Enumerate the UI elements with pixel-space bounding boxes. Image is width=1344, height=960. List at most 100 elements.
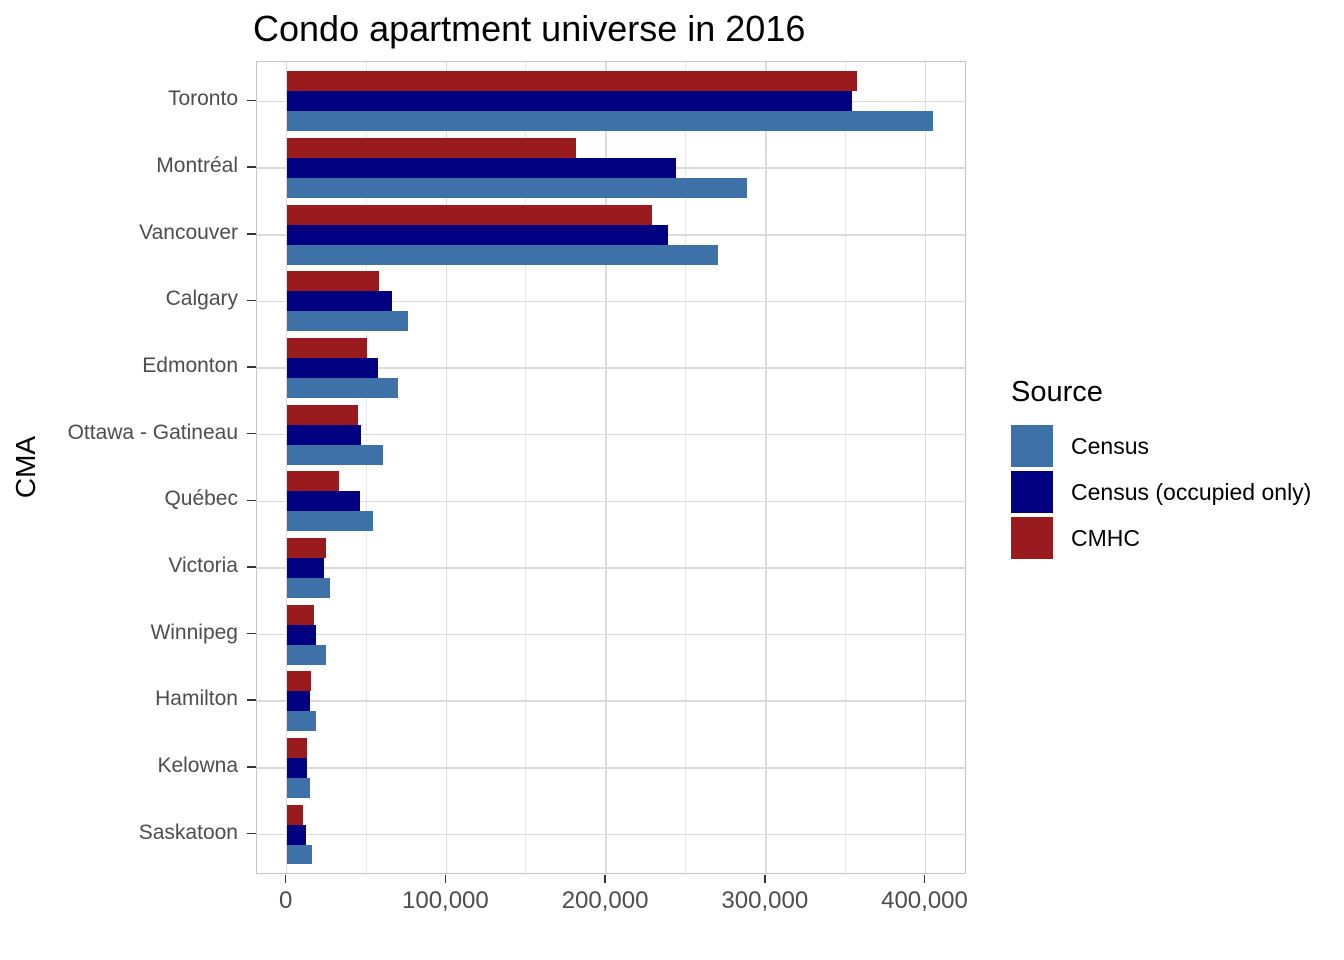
gridline-v-minor-50000	[365, 61, 367, 873]
x-tick-300000	[764, 874, 766, 883]
bar-hamilton-census-occupied-only	[286, 691, 310, 712]
bar-edmonton-cmhc	[286, 338, 367, 359]
y-tick-toronto	[246, 99, 256, 102]
y-tick-label-victoria: Victoria	[168, 553, 238, 577]
y-tick-label-quebec: Québec	[164, 487, 238, 511]
bar-edmonton-census	[286, 378, 399, 399]
bar-quebec-cmhc	[286, 471, 340, 492]
y-tick-label-toronto: Toronto	[167, 87, 238, 111]
y-tick-quebec	[246, 499, 256, 502]
bar-quebec-census-occupied-only	[286, 491, 361, 512]
bar-montreal-cmhc	[286, 138, 576, 159]
y-tick-label-saskatoon: Saskatoon	[138, 820, 238, 844]
bar-winnipeg-census	[286, 644, 326, 665]
gridline-v-minor-150000	[525, 61, 527, 873]
y-tick-victoria	[246, 566, 256, 568]
gridline-v-major-100000	[445, 61, 448, 873]
gridline-v-major-300000	[765, 61, 767, 873]
legend-swatch-cmhc	[1011, 517, 1053, 559]
gridline-h-calgary	[256, 300, 965, 303]
x-tick-label-400000: 400,000	[881, 886, 968, 914]
legend-item-census-occupied-only: Census (occupied only)	[1011, 471, 1311, 513]
x-tick-100000	[444, 874, 447, 883]
gridline-h-hamilton	[256, 700, 965, 703]
gridline-h-kelowna	[256, 767, 965, 769]
bar-calgary-census-occupied-only	[286, 291, 393, 312]
bar-montreal-census-occupied-only	[286, 158, 677, 179]
bar-hamilton-cmhc	[286, 671, 312, 692]
y-tick-hamilton	[246, 699, 256, 702]
y-tick-edmonton	[246, 366, 256, 368]
bar-ottawa-gatineau-census	[286, 444, 383, 465]
gridline-h-quebec	[256, 500, 965, 503]
bar-winnipeg-census-occupied-only	[286, 624, 317, 645]
x-tick-400000	[923, 874, 926, 883]
x-tick-label-200000: 200,000	[561, 886, 649, 914]
bar-saskatoon-census	[286, 844, 313, 865]
gridline-h-edmonton	[256, 367, 965, 369]
legend-items: Census Census (occupied only) CMHC	[1011, 425, 1311, 559]
gridline-h-saskatoon	[256, 833, 965, 836]
chart-title: Condo apartment universe in 2016	[253, 8, 806, 49]
gridline-v-major-400000	[924, 61, 927, 873]
bar-victoria-cmhc	[286, 537, 326, 558]
x-tick-200000	[604, 874, 606, 883]
gridline-v-major-200000	[605, 61, 607, 873]
legend-title: Source	[1011, 376, 1103, 408]
legend-item-census: Census	[1011, 425, 1311, 467]
x-tick-label-300000: 300,000	[721, 886, 809, 914]
bar-calgary-cmhc	[286, 271, 380, 292]
gridline-h-victoria	[256, 567, 965, 569]
gridline-v-major-0	[285, 61, 288, 873]
x-tick-label-100000: 100,000	[402, 886, 489, 914]
bar-winnipeg-cmhc	[286, 604, 314, 625]
y-tick-label-calgary: Calgary	[165, 287, 238, 311]
bar-calgary-census	[286, 311, 409, 332]
y-tick-ottawa-gatineau	[246, 432, 256, 435]
y-tick-winnipeg	[246, 632, 256, 635]
gridline-v-minor-250000	[685, 61, 687, 873]
bar-victoria-census-occupied-only	[286, 557, 325, 578]
gridline-h-ottawa-gatineau	[256, 433, 965, 436]
legend-label-census-occupied-only: Census (occupied only)	[1071, 478, 1312, 505]
y-tick-label-edmonton: Edmonton	[142, 354, 238, 378]
bar-quebec-census	[286, 511, 373, 532]
y-tick-label-ottawa-gatineau: Ottawa - Gatineau	[67, 420, 238, 444]
legend-swatch-census	[1011, 425, 1053, 467]
y-tick-label-vancouver: Vancouver	[139, 220, 238, 244]
x-tick-0	[284, 874, 287, 883]
bar-victoria-census	[286, 577, 330, 598]
bar-ottawa-gatineau-census-occupied-only	[286, 424, 361, 445]
x-tick-label-0: 0	[279, 886, 293, 914]
bar-edmonton-census-occupied-only	[286, 358, 378, 379]
legend-label-census: Census	[1071, 432, 1149, 459]
legend-swatch-census-occupied-only	[1011, 471, 1053, 513]
legend-label-cmhc: CMHC	[1071, 524, 1140, 551]
y-tick-kelowna	[246, 766, 256, 768]
y-tick-label-hamilton: Hamilton	[155, 687, 238, 711]
bar-vancouver-census	[286, 244, 718, 265]
y-tick-vancouver	[246, 232, 256, 235]
bar-saskatoon-census-occupied-only	[286, 824, 306, 845]
bar-saskatoon-cmhc	[286, 804, 304, 825]
gridline-v-minor-350000	[844, 61, 846, 873]
bar-montreal-census	[286, 178, 747, 199]
plot-panel	[255, 60, 966, 874]
bar-hamilton-census	[286, 711, 317, 732]
bar-vancouver-census-occupied-only	[286, 224, 669, 245]
y-tick-saskatoon	[246, 832, 256, 835]
y-tick-montreal	[246, 166, 256, 168]
y-tick-label-montreal: Montréal	[156, 154, 238, 178]
bar-vancouver-cmhc	[286, 204, 653, 225]
y-tick-label-kelowna: Kelowna	[157, 753, 238, 777]
bar-toronto-census	[286, 111, 934, 132]
bar-toronto-census-occupied-only	[286, 91, 853, 112]
bar-kelowna-census-occupied-only	[286, 757, 307, 778]
legend: Source Census Census (occupied only) CMHC	[1011, 376, 1311, 563]
bar-ottawa-gatineau-cmhc	[286, 404, 358, 425]
y-tick-label-winnipeg: Winnipeg	[150, 620, 238, 644]
legend-item-cmhc: CMHC	[1011, 517, 1311, 559]
bar-kelowna-census	[286, 777, 310, 798]
bar-kelowna-cmhc	[286, 737, 307, 758]
